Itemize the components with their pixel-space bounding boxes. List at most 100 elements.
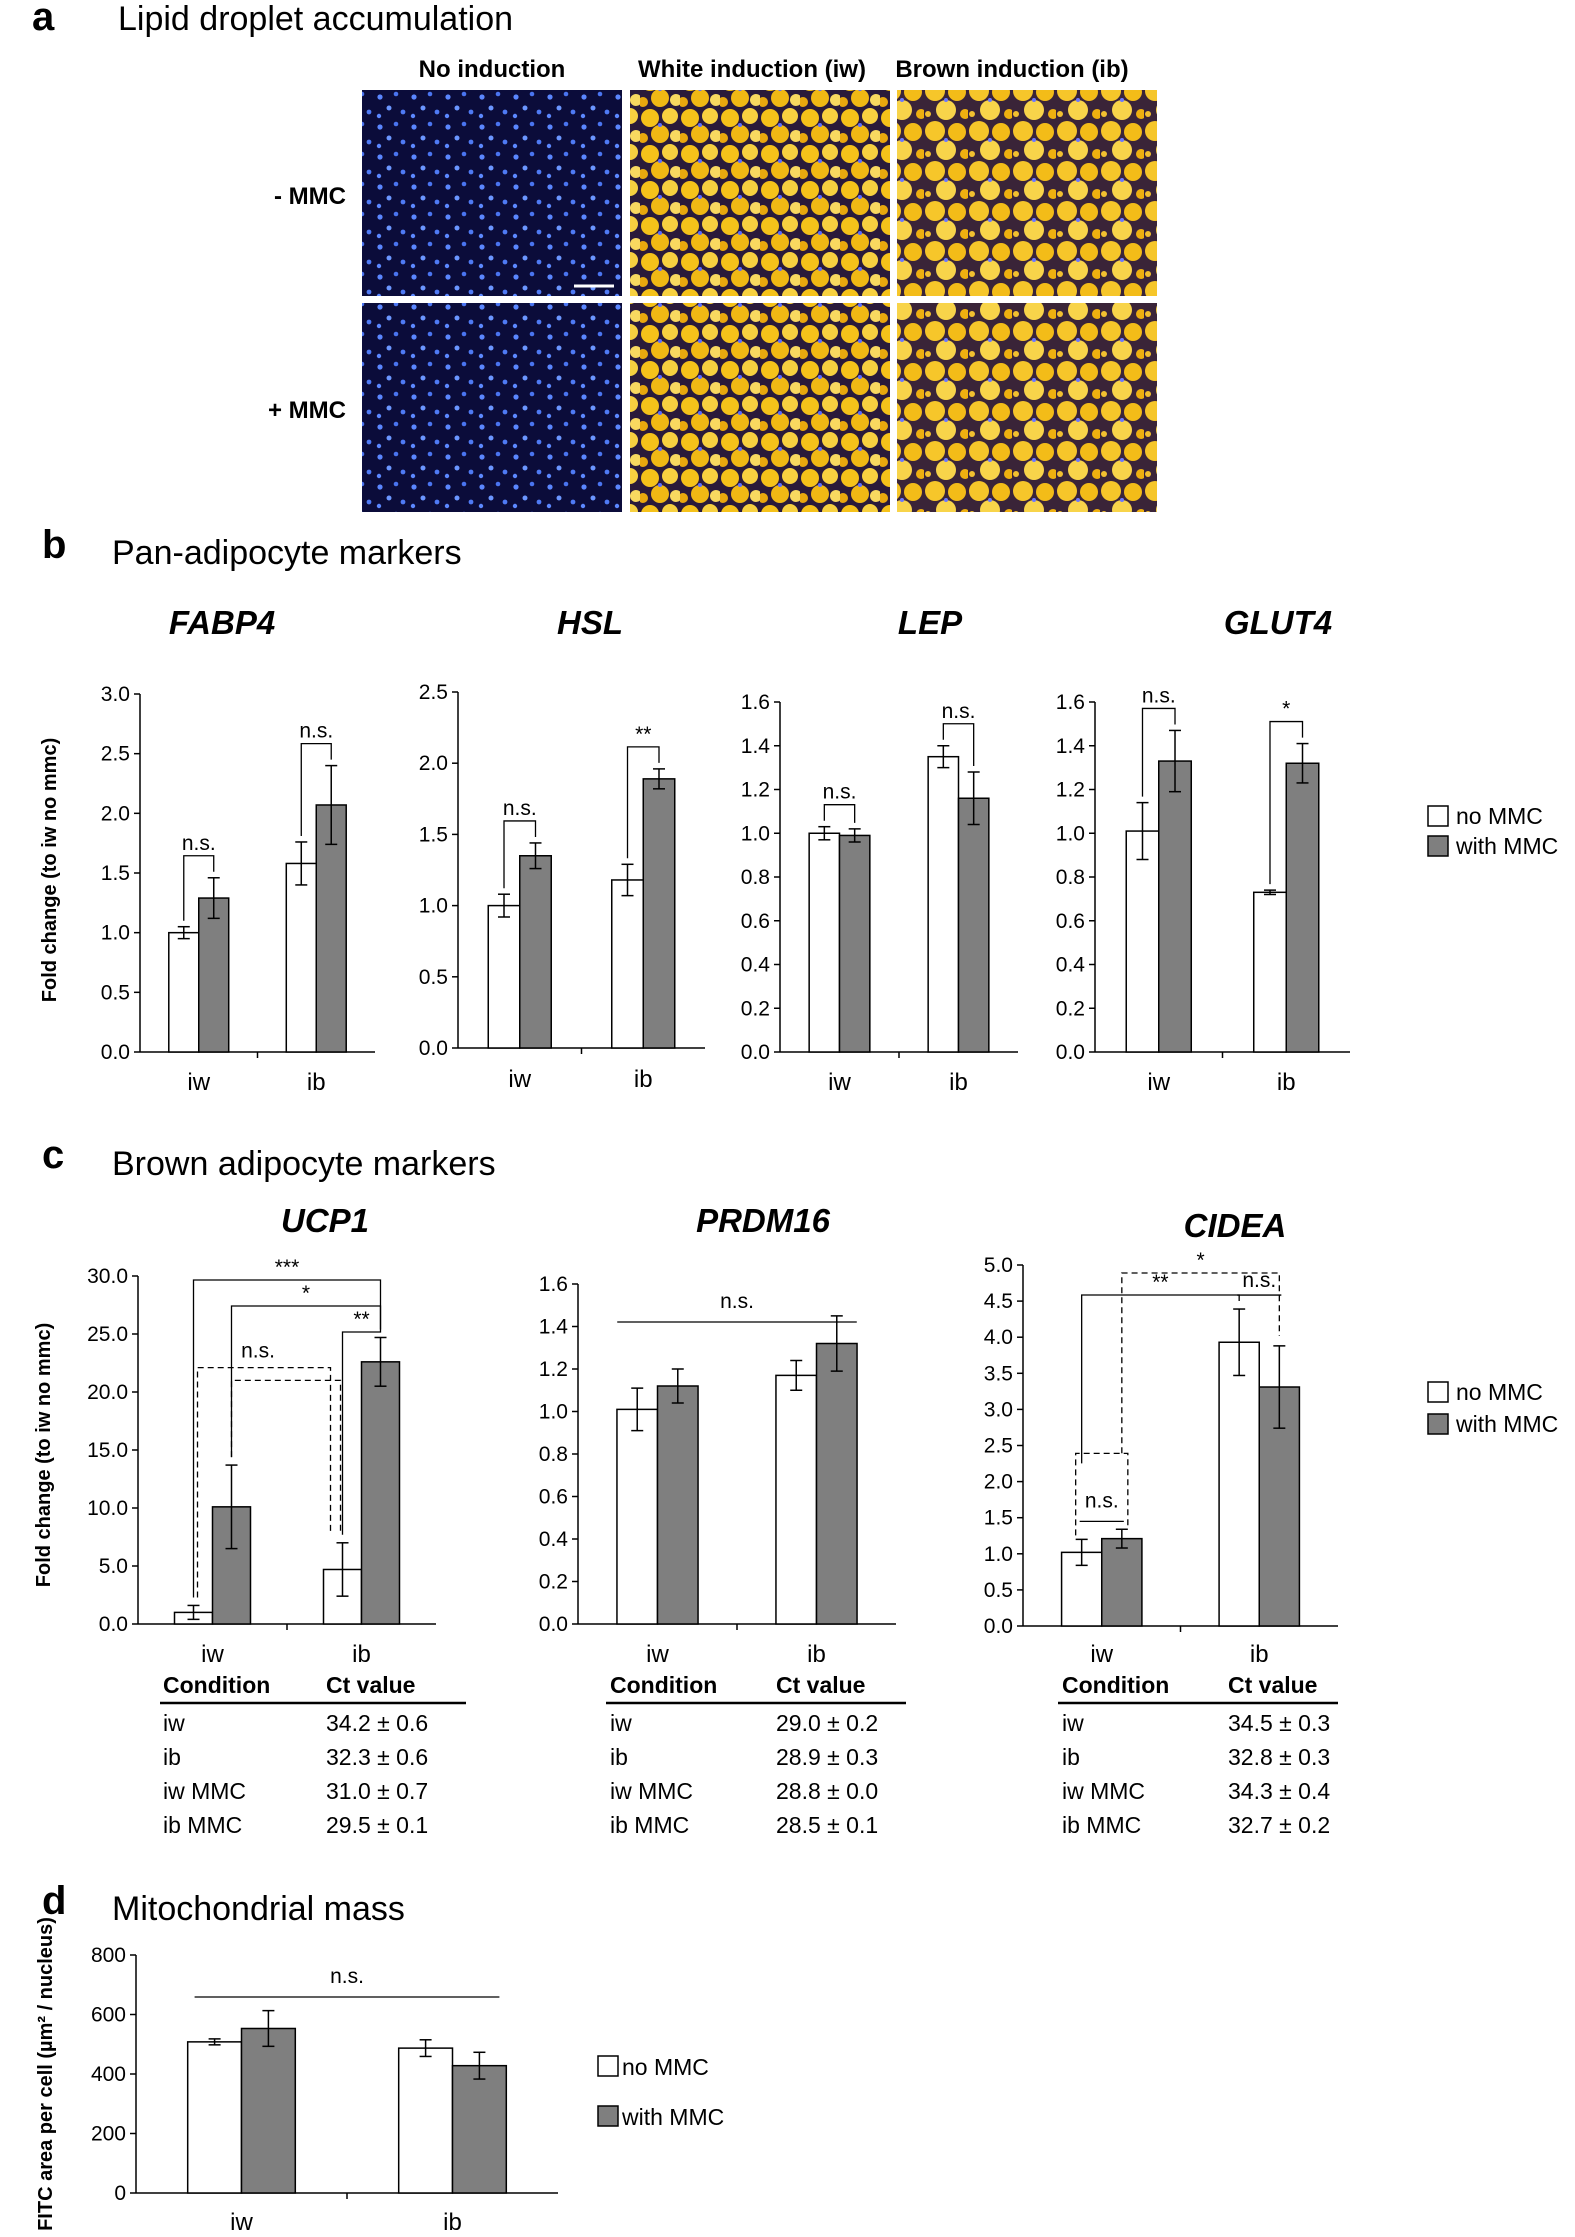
y-tick-label: 2.5 [101,743,130,766]
y-tick-label: 1.5 [101,862,130,885]
micrograph-white-induction-minus-mmc [630,90,890,296]
y-tick-label: 1.5 [419,823,448,846]
table-cell-condition: ib MMC [163,1812,242,1838]
significance-bracket [1269,720,1304,885]
y-tick-label: 2.0 [984,1471,1013,1494]
significance-bracket [300,742,332,836]
significance-label: n.s. [330,1965,364,1988]
bar-ib-with-mmc [642,778,676,1049]
y-tick-label: 0.2 [1056,997,1085,1020]
row-label-plus-mmc: + MMC [268,397,346,424]
table-cell-ct-value: 34.3 ± 0.4 [1228,1778,1330,1804]
y-tick-label: 1.6 [1056,691,1085,714]
y-tick-label: 600 [91,2004,126,2027]
y-tick-label: 0.0 [101,1041,130,1064]
chart-ucp1: UCP1 Fold change (to iw no mmc) 0.0 5.0 10.0… [33,1202,436,1668]
y-tick-label: 15.0 [87,1439,128,1462]
legend-label-no-mmc: no MMC [622,2054,709,2080]
bar-ib-with-mmc [360,1361,401,1625]
table-cell-condition: ib MMC [610,1812,689,1838]
gene-title: LEP [898,604,963,641]
y-tick-label: 0.0 [99,1613,128,1636]
chart-mitochondrial-mass: FITC area per cell (µm² / nucleus) 0 200 40… [35,1917,558,2236]
table-header-condition: Condition [610,1672,717,1698]
y-tick-label: 25.0 [87,1323,128,1346]
y-tick-label: 0.6 [741,910,770,933]
bar-ib-no-mmc [1218,1341,1261,1627]
category-label: iw [646,1641,669,1668]
table-cell-condition: ib MMC [1062,1812,1141,1838]
y-tick-label: 1.6 [741,691,770,714]
significance-label: ** [635,723,651,746]
y-tick-label: 0.4 [741,954,771,977]
ct-value-tables: Condition Ct value iw 34.2 ± 0.6 ib 32.3 ± 0.… [160,1672,1338,1838]
bar-ib-no-mmc [775,1374,818,1625]
y-tick-label: 0.5 [419,966,448,989]
bar-ib-no-mmc [927,755,960,1053]
legend-swatch-with-mmc [1427,1413,1449,1435]
category-label: ib [949,1069,968,1096]
table-cell-condition: ib [610,1744,628,1770]
y-tick-label: 0.4 [539,1528,569,1551]
col-label-brown-induction: Brown induction (ib) [895,56,1128,83]
y-tick-label: 1.2 [539,1358,568,1381]
y-tick-label: 1.4 [539,1316,569,1339]
y-tick-label: 1.0 [1056,822,1085,845]
table-cell-condition: iw [163,1710,185,1736]
y-tick-label: 2.5 [984,1435,1013,1458]
y-tick-label: 0.6 [1056,910,1085,933]
table-cell-condition: ib [1062,1744,1080,1770]
micrograph-no-induction-plus-mmc [362,303,622,512]
category-label: iw [508,1066,531,1093]
significance-bracket [183,855,215,921]
ct-table-cidea: Condition Ct value iw 34.5 ± 0.3 ib 32.8 ± 0.… [1058,1672,1338,1838]
table-cell-condition: iw [610,1710,632,1736]
y-tick-label: 1.4 [741,735,771,758]
table-cell-ct-value: 29.0 ± 0.2 [776,1710,878,1736]
category-label: ib [307,1069,326,1096]
significance-label: n.s. [299,720,333,743]
bar-iw-no-mmc [616,1408,659,1625]
row-label-minus-mmc: - MMC [274,183,346,210]
panel-d-title: Mitochondrial mass [112,1890,405,1928]
y-tick-label: 1.0 [741,822,770,845]
category-label: iw [828,1069,851,1096]
table-cell-condition: ib [163,1744,181,1770]
table-cell-ct-value: 32.3 ± 0.6 [326,1744,428,1770]
bar-charts: FABP4 Fold change (to iw no mmc) 0.0 0.5 1.0… [33,604,1350,2236]
chart-prdm16: PRDM16 0.0 0.2 0.4 0.6 0.8 1.0 1.2 1.4 1.6 iw ib n.s… [539,1202,896,1668]
bar-ib-no-mmc [1252,891,1288,1053]
bar-iw-with-mmc [240,2027,297,2194]
y-axis-label: Fold change (to iw no mmc) [39,738,61,1002]
y-tick-label: 0.0 [741,1041,770,1064]
legend-panel-b: no MMC with MMC [1427,803,1558,859]
bar-iw-with-mmc [519,855,552,1049]
significance-bracket [503,820,537,889]
y-tick-label: 800 [91,1944,126,1967]
significance-bracket [1141,707,1176,797]
chart-fabp4: FABP4 Fold change (to iw no mmc) 0.0 0.5 1.0… [39,604,375,1096]
y-tick-label: 0.8 [741,866,770,889]
bar-ib-no-mmc [285,862,318,1053]
y-tick-label: 5.0 [99,1555,128,1578]
chart-glut4: GLUT4 0.0 0.2 0.4 0.6 0.8 1.0 1.2 1.4 1.6 iw ib n.s.… [1056,604,1350,1096]
significance-bracket [230,1379,342,1535]
panel-a-title: Lipid droplet accumulation [118,0,513,38]
y-tick-label: 1.0 [984,1543,1013,1566]
gene-title: PRDM16 [696,1202,831,1239]
significance-label: * [302,1282,310,1305]
significance-label: n.s. [942,700,976,723]
significance-label: ** [353,1308,369,1331]
chart-lep: LEP 0.0 0.2 0.4 0.6 0.8 1.0 1.2 1.4 1.6 iw ib n.s. n.… [741,604,1018,1096]
y-tick-label: 0.0 [539,1613,568,1636]
significance-label: n.s. [241,1340,275,1363]
legend-panel-c: no MMC with MMC [1427,1379,1558,1437]
significance-bracket [1075,1452,1129,1536]
legend-swatch-with-mmc [597,2105,619,2127]
category-label: iw [1147,1069,1170,1096]
y-tick-label: 5.0 [984,1254,1013,1277]
legend-label-no-mmc: no MMC [1456,1379,1543,1405]
table-cell-condition: iw [1062,1710,1084,1736]
y-tick-label: 2.0 [101,802,130,825]
category-label: ib [443,2209,462,2236]
